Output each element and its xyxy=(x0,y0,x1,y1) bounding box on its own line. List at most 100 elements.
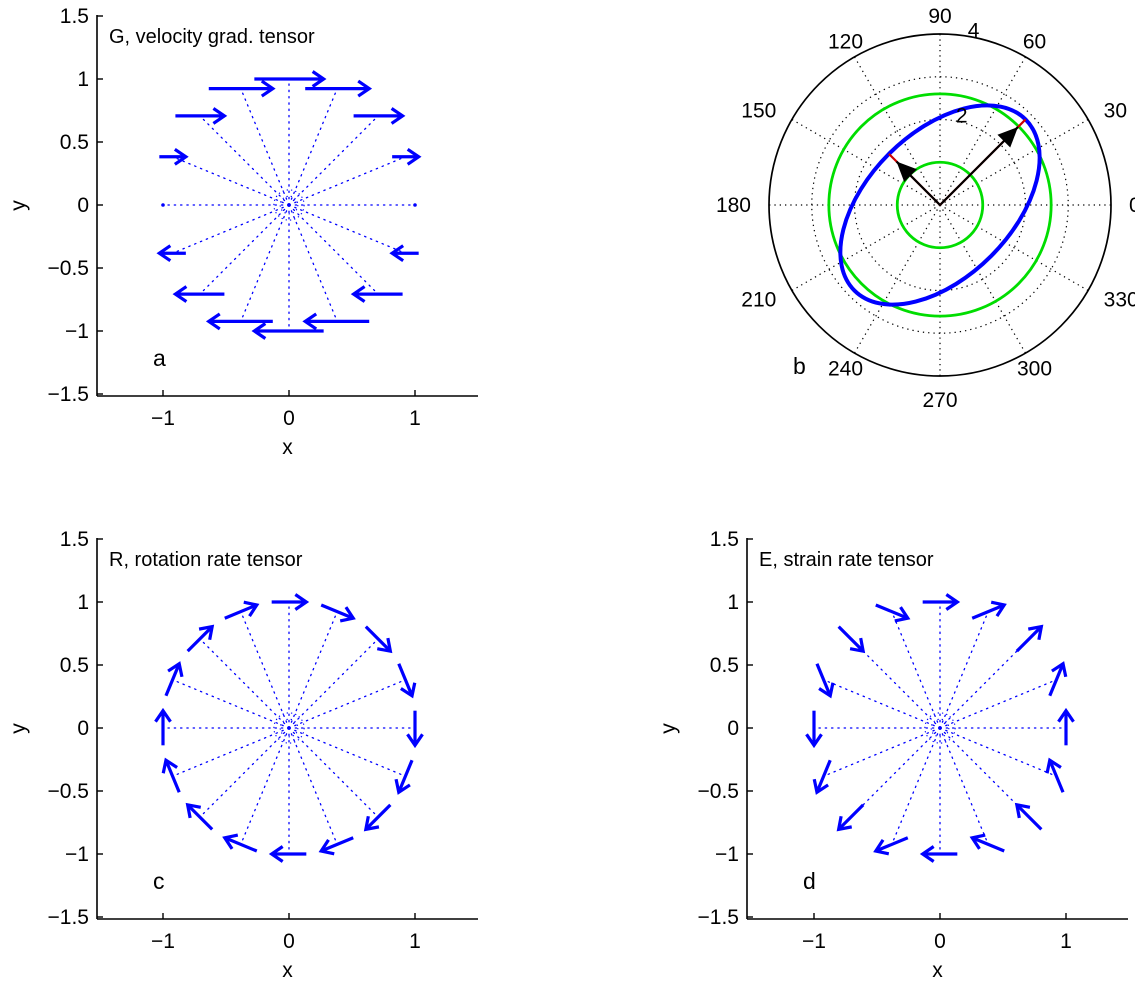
radial-ray xyxy=(240,727,290,846)
radial-ray xyxy=(288,87,338,206)
polar-green-circle xyxy=(827,92,1053,318)
quiver-arrow-head xyxy=(1027,624,1044,641)
x-tick-label: 1 xyxy=(1060,930,1072,953)
quiver-arrow-dot xyxy=(413,203,417,207)
quiver-arrow-shaft xyxy=(224,603,258,620)
origin-dot xyxy=(287,726,291,730)
quiver-arrow xyxy=(353,107,406,125)
quiver-arrow xyxy=(812,759,832,795)
quiver-arrow xyxy=(389,244,419,263)
polar-green-circle xyxy=(895,160,985,250)
y-tick-label: 1 xyxy=(727,591,739,614)
quiver-arrow xyxy=(318,836,354,856)
quiver-arrow-shaft xyxy=(397,759,414,793)
quiver-arrow-head xyxy=(894,606,911,623)
quiver-arrow-head xyxy=(1014,802,1031,819)
quiver-arrow-shaft xyxy=(971,836,1005,853)
polar-spoke xyxy=(791,204,941,292)
quiver-arrow-head xyxy=(1057,707,1075,723)
quiver-arrow-shaft xyxy=(320,836,354,853)
quiver-arrow-head xyxy=(805,733,823,749)
radial-ray xyxy=(288,727,338,846)
radial-ray xyxy=(288,204,379,295)
quiver-arrow xyxy=(969,833,1005,853)
quiver-arrow xyxy=(271,593,310,611)
quiver-arrow-head xyxy=(205,312,221,331)
radial-ray xyxy=(240,610,290,729)
quiver-arrow xyxy=(392,147,422,166)
quiver-arrow-head xyxy=(311,70,327,88)
radial-ray xyxy=(199,115,290,206)
x-tick-label: 0 xyxy=(283,407,295,430)
panel-c-rotation-rate: −1 0 1 −1.5 −1 −0.5 0 0.5 1 1.5 x y R, rotation rate… xyxy=(7,528,478,982)
y-tick-label: −1 xyxy=(715,843,739,866)
quiver-arrow xyxy=(922,593,961,611)
polar-angle-label: 150 xyxy=(741,100,776,123)
quiver-arrow-head xyxy=(390,107,406,125)
quiver-arrow-dot xyxy=(161,203,165,207)
quiver-arrow xyxy=(302,312,370,331)
plot-area xyxy=(156,70,422,340)
chart-title: E, strain rate tensor xyxy=(759,549,934,571)
quiver-arrow-shaft xyxy=(837,803,865,831)
polar-spoke xyxy=(939,118,1089,206)
radial-ray xyxy=(939,679,1058,729)
panel-label: d xyxy=(803,868,816,894)
quiver-arrow xyxy=(254,70,327,88)
radial-ray xyxy=(171,727,290,777)
polar-radius-label: 4 xyxy=(968,20,980,43)
quiver-arrow-head xyxy=(363,815,380,832)
radial-ray xyxy=(891,610,941,729)
plot-area xyxy=(805,593,1075,863)
quiver-arrow xyxy=(205,312,273,331)
quiver-arrow-shaft xyxy=(1015,803,1043,831)
quiver-arrow-head xyxy=(350,285,366,303)
quiver-arrow xyxy=(919,845,958,863)
x-tick-label: 0 xyxy=(283,930,295,953)
polar-angle-label: 180 xyxy=(716,194,751,217)
y-tick-label: −1.5 xyxy=(48,383,89,406)
quiver-arrow xyxy=(1057,707,1075,746)
quiver-arrow xyxy=(413,203,417,207)
polar-angle-label: 120 xyxy=(828,30,863,53)
quiver-arrow xyxy=(154,707,172,746)
quiver-arrow-shaft xyxy=(397,663,414,697)
quiver-arrow xyxy=(161,757,181,793)
x-tick-label: 0 xyxy=(934,930,946,953)
quiver-arrow xyxy=(305,79,373,98)
quiver-arrow-shaft xyxy=(164,759,181,793)
quiver-arrow-shaft xyxy=(364,803,392,831)
quiver-arrow xyxy=(172,285,225,303)
origin-ring xyxy=(930,718,950,738)
quiver-arrow-head xyxy=(185,802,202,819)
quiver-arrow-shaft xyxy=(186,625,214,653)
quiver-arrow xyxy=(836,803,865,832)
radial-ray xyxy=(171,156,290,206)
radial-ray xyxy=(240,87,290,206)
x-axis-label: x xyxy=(282,959,293,982)
y-tick-label: −1 xyxy=(65,843,89,866)
polar-angle-label: 30 xyxy=(1104,100,1127,123)
quiver-arrow xyxy=(185,802,214,831)
radial-ray xyxy=(939,727,1058,777)
quiver-arrow xyxy=(222,833,258,853)
quiver-arrow xyxy=(815,663,835,699)
polar-spoke xyxy=(853,204,941,354)
y-axis-label: y xyxy=(7,723,30,734)
radial-ray xyxy=(171,679,290,729)
quiver-arrow-head xyxy=(400,682,417,699)
quiver-arrow-head xyxy=(339,606,356,623)
origin-dot xyxy=(287,203,291,207)
quiver-arrow-shaft xyxy=(320,603,354,620)
quiver-arrow xyxy=(164,661,184,697)
radial-ray xyxy=(850,638,941,729)
x-tick-label: −1 xyxy=(802,930,826,953)
polar-spoke xyxy=(853,56,941,206)
quiver-arrow xyxy=(394,759,414,795)
quiver-arrow xyxy=(406,710,424,749)
plot-area xyxy=(154,593,424,863)
radial-ray xyxy=(939,610,989,729)
quiver-arrow-head xyxy=(836,815,853,832)
